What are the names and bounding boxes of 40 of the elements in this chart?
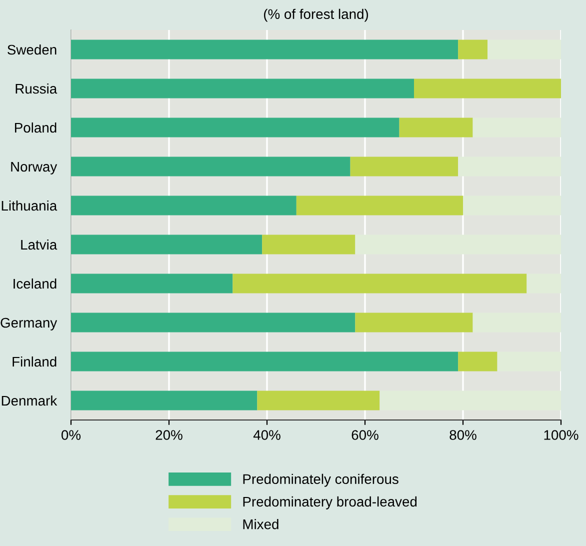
- bar: [414, 78, 561, 98]
- bar: [71, 196, 296, 216]
- y-tick-label: Latvia: [21, 239, 58, 250]
- y-tick-label: Poland: [15, 122, 56, 133]
- bar: [399, 118, 473, 138]
- bar: [232, 274, 527, 294]
- y-tick-label: Denmark: [2, 395, 58, 406]
- x-tick-label: 80%: [450, 430, 476, 440]
- bar: [350, 156, 458, 176]
- bar: [458, 40, 488, 60]
- bar: [257, 390, 380, 410]
- bar: [71, 156, 350, 176]
- chart-title: (% of forest land): [264, 8, 368, 22]
- y-tick-label: Iceland: [14, 278, 56, 289]
- x-tick-label: 0%: [62, 430, 81, 440]
- bar: [71, 78, 414, 98]
- bar: [458, 352, 498, 372]
- legend-label: Predominatery broad-leaved: [243, 496, 417, 510]
- x-tick-label: 60%: [352, 430, 378, 440]
- y-tick-label: Finland: [12, 356, 56, 367]
- bar: [71, 40, 458, 60]
- y-tick-label: Germany: [0, 318, 58, 330]
- bar: [71, 118, 400, 138]
- legend-label: Mixed: [243, 519, 278, 530]
- x-tick-label: 20%: [156, 430, 182, 440]
- bar: [71, 312, 356, 332]
- bar: [262, 234, 356, 254]
- x-tick-label: 100%: [544, 430, 578, 440]
- y-tick-label: Russia: [16, 83, 58, 94]
- y-tick-label: Lithuania: [2, 200, 58, 211]
- y-tick-label: Norway: [11, 162, 58, 174]
- bar: [71, 274, 233, 294]
- bar: [71, 352, 458, 372]
- bar: [71, 390, 258, 410]
- bar: [296, 196, 463, 216]
- y-tick-label: Sweden: [8, 44, 56, 55]
- x-tick-label: 40%: [253, 430, 280, 440]
- legend-label: Predominately coniferous: [243, 474, 398, 487]
- bar: [71, 234, 262, 254]
- bar: [355, 312, 473, 332]
